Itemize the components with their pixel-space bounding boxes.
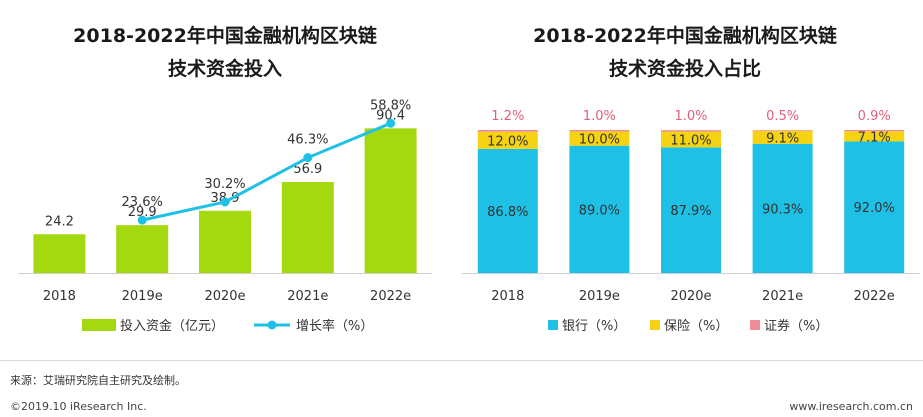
bank-share-label-2022e: 92.0% xyxy=(854,201,895,216)
share-segment-insurance-2020e xyxy=(661,131,721,148)
growth-point-2021e xyxy=(303,153,313,163)
growth-point-2019e xyxy=(137,215,147,225)
invest-value-label-2018: 24.2 xyxy=(45,214,74,229)
growth-point-2022e xyxy=(386,118,396,128)
insurance-share-label-2022e: 7.1% xyxy=(858,130,891,145)
share-segment-securities-2019e xyxy=(569,130,630,132)
source-note: 来源：艾瑞研究院自主研究及绘制。 xyxy=(10,374,186,387)
legend-swatch-securities xyxy=(750,320,760,330)
growth-label-2022e: 58.8% xyxy=(370,98,411,113)
charts-canvas: 24.2201829.92019e38.92020e56.92021e90.42… xyxy=(18,98,920,334)
securities-share-label-2020e: 1.0% xyxy=(674,109,707,124)
insurance-share-label-2018: 12.0% xyxy=(487,134,528,149)
growth-rate-line xyxy=(141,121,392,222)
right-x-tick-2019e: 2019e xyxy=(579,289,620,304)
legend-label-growth: 增长率（%） xyxy=(296,318,373,334)
left-x-tick-2019e: 2019e xyxy=(122,289,163,304)
share-segment-bank-2020e xyxy=(661,147,721,273)
copyright: ©2019.10 iResearch Inc. xyxy=(10,400,147,413)
insurance-share-label-2021e: 9.1% xyxy=(766,131,799,146)
legend-swatch-bank xyxy=(548,320,558,330)
share-segment-bank-2018 xyxy=(477,148,538,273)
invest-bar-2020e xyxy=(199,210,251,273)
insurance-share-label-2019e: 10.0% xyxy=(579,133,620,148)
left-x-tick-2018: 2018 xyxy=(43,289,76,304)
left-chart-title: 2018-2022年中国金融机构区块链 技术资金投入 xyxy=(20,20,430,86)
share-segment-bank-2022e xyxy=(844,141,905,273)
invest-value-label-2019e: 29.9 xyxy=(128,205,157,220)
bank-share-label-2018: 86.8% xyxy=(487,205,528,220)
growth-label-2021e: 46.3% xyxy=(287,133,328,148)
invest-bar-2019e xyxy=(116,225,169,273)
legend-label-bank: 银行（%） xyxy=(562,319,626,334)
invest-bar-2021e xyxy=(281,181,334,273)
left-title-line-2: 技术资金投入 xyxy=(167,58,282,80)
securities-share-label-2018: 1.2% xyxy=(491,109,524,124)
bank-share-label-2020e: 87.9% xyxy=(670,204,711,219)
share-segment-insurance-2019e xyxy=(569,131,630,146)
share-segment-securities-2022e xyxy=(844,130,905,132)
right-x-tick-2021e: 2021e xyxy=(762,289,803,304)
right-chart-title: 2018-2022年中国金融机构区块链 技术资金投入占比 xyxy=(460,20,910,86)
legend-label-invest: 投入资金（亿元） xyxy=(120,318,224,334)
invest-value-label-2022e: 90.4 xyxy=(376,108,405,123)
securities-share-label-2021e: 0.5% xyxy=(766,109,799,124)
footer-divider xyxy=(0,360,923,361)
bank-share-label-2021e: 90.3% xyxy=(762,202,803,217)
share-segment-securities-2020e xyxy=(661,130,721,132)
invest-bar-2022e xyxy=(364,128,417,273)
insurance-share-label-2020e: 11.0% xyxy=(670,133,711,148)
right-x-tick-2018: 2018 xyxy=(491,289,524,304)
right-x-tick-2022e: 2022e xyxy=(854,289,895,304)
legend-label-securities: 证券（%） xyxy=(764,318,828,334)
legend-marker-growth xyxy=(267,320,277,330)
share-segment-bank-2019e xyxy=(569,145,630,273)
growth-label-2019e: 23.6% xyxy=(122,195,163,210)
share-segment-insurance-2022e xyxy=(844,131,905,142)
left-x-tick-2020e: 2020e xyxy=(204,289,245,304)
right-x-tick-2020e: 2020e xyxy=(670,289,711,304)
right-title-line-1: 2018-2022年中国金融机构区块链 xyxy=(533,25,837,47)
securities-share-label-2019e: 1.0% xyxy=(583,109,616,124)
bank-share-label-2019e: 89.0% xyxy=(579,203,620,218)
share-segment-insurance-2018 xyxy=(477,131,538,149)
left-x-tick-2022e: 2022e xyxy=(370,289,411,304)
share-segment-bank-2021e xyxy=(752,143,813,273)
invest-value-label-2021e: 56.9 xyxy=(293,162,322,177)
right-title-line-2: 技术资金投入占比 xyxy=(608,58,761,80)
legend-swatch-invest xyxy=(82,319,116,331)
securities-share-label-2022e: 0.9% xyxy=(858,109,891,124)
share-segment-insurance-2021e xyxy=(752,130,813,144)
growth-point-2020e xyxy=(220,197,230,207)
share-segment-securities-2018 xyxy=(477,130,538,132)
share-segment-securities-2021e xyxy=(752,130,813,131)
legend-label-insurance: 保险（%） xyxy=(664,319,728,334)
invest-bar-2018 xyxy=(33,234,86,273)
left-x-tick-2021e: 2021e xyxy=(287,289,328,304)
legend-swatch-insurance xyxy=(650,320,660,330)
growth-label-2020e: 30.2% xyxy=(204,177,245,192)
left-title-line-1: 2018-2022年中国金融机构区块链 xyxy=(73,25,377,47)
website-link[interactable]: www.iresearch.com.cn xyxy=(789,400,913,413)
